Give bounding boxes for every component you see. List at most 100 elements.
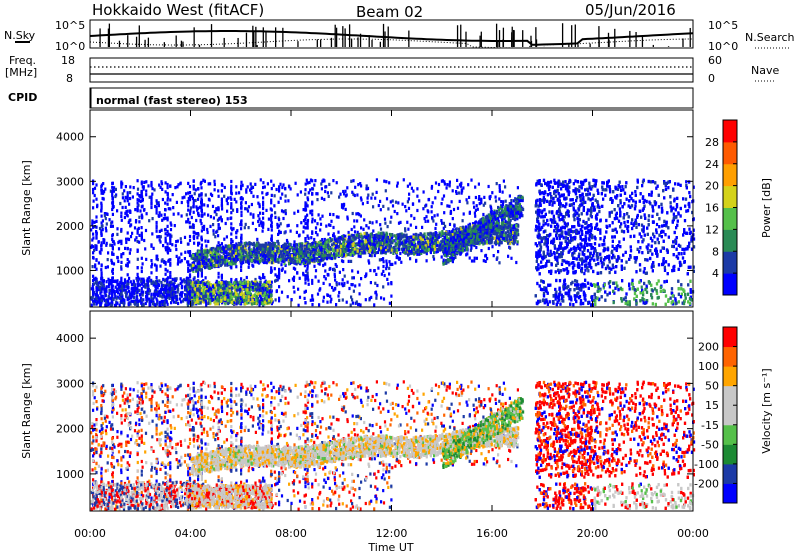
heatmap-cell xyxy=(247,261,249,264)
heatmap-cell xyxy=(246,276,248,279)
heatmap-cell xyxy=(318,253,320,256)
heatmap-cell xyxy=(100,248,102,251)
heatmap-cell xyxy=(298,304,300,307)
heatmap-cell xyxy=(281,291,283,294)
heatmap-cell xyxy=(307,196,309,199)
heatmap-cell xyxy=(210,215,212,218)
heatmap-cell xyxy=(193,211,195,214)
heatmap-cell xyxy=(271,187,273,190)
heatmap-cell xyxy=(271,251,273,254)
heatmap-cell xyxy=(435,181,437,184)
heatmap-cell xyxy=(92,188,94,191)
heatmap-cell xyxy=(221,189,223,192)
heatmap-cell xyxy=(229,257,231,260)
heatmap-cell xyxy=(210,258,212,261)
heatmap-cell xyxy=(150,197,152,200)
heatmap-cell xyxy=(240,227,242,230)
heatmap-cell xyxy=(128,277,130,280)
heatmap-cell xyxy=(480,249,482,252)
heatmap-cell xyxy=(348,249,350,252)
heatmap-cell xyxy=(516,229,518,232)
heatmap-cell xyxy=(271,238,273,241)
heatmap-cell xyxy=(256,238,258,241)
heatmap-cell xyxy=(346,216,348,219)
heatmap-cell xyxy=(92,236,94,239)
heatmap-cell xyxy=(262,259,264,262)
heatmap-cell xyxy=(342,248,344,251)
heatmap-cell xyxy=(206,228,208,231)
heatmap-cell xyxy=(100,268,102,271)
heatmap-cell xyxy=(412,235,414,238)
heatmap-cell xyxy=(181,214,183,217)
heatmap-cell xyxy=(152,217,154,220)
heatmap-cell xyxy=(129,191,131,194)
heatmap-cell xyxy=(456,227,458,230)
heatmap-cell xyxy=(408,252,410,255)
heatmap-cell xyxy=(178,256,180,259)
heatmap-cell xyxy=(293,261,295,264)
heatmap-cell xyxy=(285,209,287,212)
heatmap-cell xyxy=(364,247,366,250)
heatmap-cell xyxy=(453,225,455,228)
heatmap-cell xyxy=(319,228,321,231)
heatmap-cell xyxy=(446,204,448,207)
heatmap-cell xyxy=(360,255,362,258)
heatmap-cell xyxy=(262,196,264,199)
heatmap-cell xyxy=(133,186,135,189)
heatmap-cell xyxy=(224,186,226,189)
heatmap-cell xyxy=(276,188,278,191)
heatmap-cell xyxy=(275,298,277,301)
heatmap-cell xyxy=(167,234,169,237)
heatmap-cell xyxy=(278,218,280,221)
heatmap-cell xyxy=(226,198,228,201)
heatmap-cell xyxy=(271,208,273,211)
heatmap-cell xyxy=(156,199,158,202)
heatmap-cell xyxy=(405,209,407,212)
heatmap-cell xyxy=(324,185,326,188)
heatmap-cell xyxy=(383,297,385,300)
heatmap-cell xyxy=(352,244,354,247)
heatmap-cell xyxy=(376,191,378,194)
heatmap-cell xyxy=(271,225,273,228)
heatmap-cell xyxy=(92,191,94,194)
heatmap-cell xyxy=(189,209,191,212)
heatmap-cell xyxy=(267,228,269,231)
heatmap-cell xyxy=(201,213,203,216)
heatmap-cell xyxy=(125,196,127,199)
heatmap-cell xyxy=(286,224,288,227)
heatmap-cell xyxy=(333,232,335,235)
heatmap-cell xyxy=(420,242,422,245)
heatmap-cell xyxy=(301,244,303,247)
heatmap-cell xyxy=(165,228,167,231)
heatmap-cell xyxy=(282,217,284,220)
heatmap-cell xyxy=(191,268,193,271)
heatmap-cell xyxy=(293,286,295,289)
heatmap-cell xyxy=(417,245,419,248)
heatmap-cell xyxy=(141,182,143,185)
heatmap-cell xyxy=(137,266,139,269)
heatmap-cell xyxy=(184,251,186,254)
nsky-tick-right-bottom: 10^0 xyxy=(708,40,738,53)
heatmap-cell xyxy=(125,185,127,188)
heatmap-cell xyxy=(456,179,458,182)
heatmap-cell xyxy=(313,238,315,241)
heatmap-cell xyxy=(98,261,100,264)
heatmap-cell xyxy=(512,225,514,228)
heatmap-cell xyxy=(141,214,143,217)
heatmap-cell xyxy=(273,184,275,187)
heatmap-cell xyxy=(156,235,158,238)
heatmap-cell xyxy=(307,235,309,238)
heatmap-cell xyxy=(332,179,334,182)
heatmap-cell xyxy=(230,202,232,205)
heatmap-cell xyxy=(374,197,376,200)
heatmap-cell xyxy=(437,248,439,251)
heatmap-cell xyxy=(252,195,254,198)
heatmap-cell xyxy=(376,220,378,223)
heatmap-cell xyxy=(111,238,113,241)
heatmap-cell xyxy=(311,210,313,213)
nave-label: Nave xyxy=(751,64,779,77)
heatmap-cell xyxy=(189,273,191,276)
heatmap-cell xyxy=(124,247,126,250)
heatmap-cell xyxy=(286,239,288,242)
